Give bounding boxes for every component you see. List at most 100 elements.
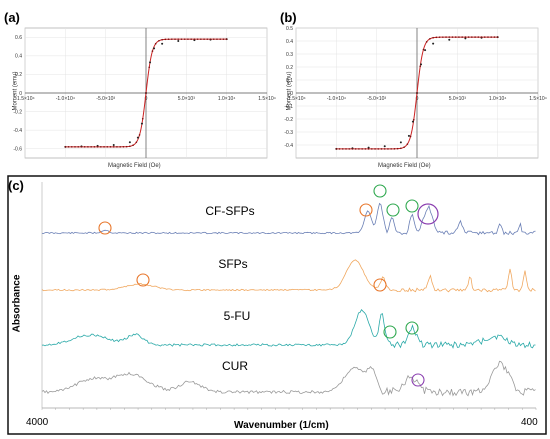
annotation-circle xyxy=(405,199,419,213)
chart-a-ytick-label: -0.6 xyxy=(13,147,22,153)
chart-a-marker xyxy=(174,38,176,40)
chart-b-marker xyxy=(451,36,454,38)
chart-b-data-point xyxy=(464,37,467,40)
chart-a-marker xyxy=(122,145,125,148)
annotation-circle xyxy=(359,203,373,217)
chart-a-marker xyxy=(74,146,76,148)
chart-a-marker xyxy=(161,38,163,41)
spectrum-5fu xyxy=(41,309,536,349)
chart-a-marker xyxy=(148,66,151,69)
chart-b-data-point xyxy=(399,141,402,144)
annotation-circle xyxy=(98,221,112,235)
chart-a-marker xyxy=(203,38,205,40)
panel-a-label: (a) xyxy=(4,10,20,25)
chart-a-xtick-label: 1.0×10⁴ xyxy=(218,96,236,102)
chart-a-marker xyxy=(83,146,86,148)
chart-b-xtick-label: -1.5×10⁴ xyxy=(286,96,305,102)
chart-a-data-point xyxy=(136,136,139,139)
chart-a-marker xyxy=(106,146,109,148)
chart-b-ytick-label: 0.5 xyxy=(286,26,293,32)
chart-a-marker xyxy=(112,146,115,148)
chart-a-xtick-label: 5.0×10³ xyxy=(178,96,195,102)
chart-a-marker xyxy=(87,146,89,148)
chart-b-marker xyxy=(435,36,438,39)
chart-b-marker xyxy=(396,147,399,150)
chart-a-data-point xyxy=(112,144,115,146)
chart-a-data-point xyxy=(149,61,152,64)
chart-a-marker xyxy=(67,146,70,148)
chart-a-marker xyxy=(225,38,228,40)
chart-a-ytick-label: 0.4 xyxy=(15,54,22,60)
chart-b-xtick-label: -1.0×10⁴ xyxy=(327,96,346,102)
chart-b-xlabel: Magnetic Field (Oe) xyxy=(378,163,431,169)
chart-b-marker xyxy=(416,92,418,94)
chart-a-marker xyxy=(222,38,225,40)
chart-a-marker xyxy=(190,38,192,40)
chart-c-xlabel: Wavenumber (1/cm) xyxy=(234,420,329,431)
chart-b-marker xyxy=(429,38,431,40)
chart-a-marker xyxy=(125,145,128,148)
chart-b-data-point xyxy=(407,134,410,137)
chart-b-ytick-label: 0.1 xyxy=(286,78,293,84)
series-label: SFPs xyxy=(218,257,247,271)
spectrum-cur xyxy=(41,360,536,397)
chart-a-marker xyxy=(145,92,147,94)
chart-b-marker xyxy=(471,36,473,38)
chart-b-ytick-label: 0.2 xyxy=(286,65,293,71)
chart-a-marker xyxy=(158,39,160,42)
chart-a-xlabel: Magnetic Field (Oe) xyxy=(108,163,161,169)
chart-b-marker xyxy=(377,148,380,150)
series-label: 5-FU xyxy=(224,309,251,323)
chart-b-marker xyxy=(496,36,499,38)
chart-a-marker xyxy=(70,146,73,148)
chart-b-marker xyxy=(393,148,396,150)
chart-b-marker xyxy=(454,36,457,38)
chart-a-marker xyxy=(77,146,80,148)
chart-a-marker xyxy=(90,146,92,148)
panel-c-frame xyxy=(7,175,547,435)
chart-b-ytick-label: -0.1 xyxy=(284,104,293,110)
chart-b-data-point xyxy=(432,42,435,45)
chart-a-marker xyxy=(116,146,118,148)
chart-b-xtick-label: -5.0×10³ xyxy=(367,96,386,102)
chart-b-marker xyxy=(487,36,489,38)
chart-a-xtick-label: 0 xyxy=(145,96,148,102)
annotation-circle xyxy=(373,184,387,198)
chart-a-ytick-label: 0 xyxy=(19,91,22,97)
chart-b-marker xyxy=(490,36,493,38)
chart-b-marker xyxy=(338,148,341,150)
chart-a-ytick-label: -0.4 xyxy=(13,128,22,134)
chart-a-ylabel: Moment (emu) xyxy=(12,71,19,111)
chart-c-xmax-label: 400 xyxy=(521,417,538,428)
chart-b-marker xyxy=(422,48,425,51)
chart-a-marker xyxy=(177,38,180,40)
panel-c-label: (c) xyxy=(8,178,24,193)
chart-b-marker xyxy=(341,148,344,150)
chart-a-marker xyxy=(216,38,218,40)
chart-b-marker xyxy=(477,36,480,38)
chart-b-marker xyxy=(358,148,360,150)
chart-a-marker xyxy=(206,38,209,40)
chart-a-marker xyxy=(183,38,186,40)
chart-a-data-point xyxy=(128,141,131,144)
chart-b-xtick-label: 1.5×10⁴ xyxy=(529,96,547,102)
chart-a-ytick-label: -0.2 xyxy=(13,109,22,115)
chart-a-marker xyxy=(100,146,102,148)
chart-b-xtick-label: 1.0×10⁴ xyxy=(489,96,507,102)
chart-b-ytick-label: 0.3 xyxy=(286,52,293,58)
chart-a-marker xyxy=(212,38,215,40)
chart-b-marker xyxy=(383,148,386,150)
chart-a-marker xyxy=(219,38,222,40)
chart-a-marker xyxy=(96,146,99,148)
chart-b-data-point xyxy=(424,49,427,52)
chart-a-marker xyxy=(119,146,121,148)
chart-a-ytick-label: 0.2 xyxy=(15,72,22,78)
chart-a-marker xyxy=(164,38,167,41)
chart-b-xtick-label: 0 xyxy=(416,96,419,102)
chart-a-marker xyxy=(135,141,138,144)
chart-a-data-point xyxy=(153,47,156,50)
chart-c-xmin-label: 4000 xyxy=(26,417,49,428)
chart-b-marker xyxy=(354,148,357,150)
chart-a-marker xyxy=(64,146,67,148)
series-label: CUR xyxy=(222,359,248,373)
